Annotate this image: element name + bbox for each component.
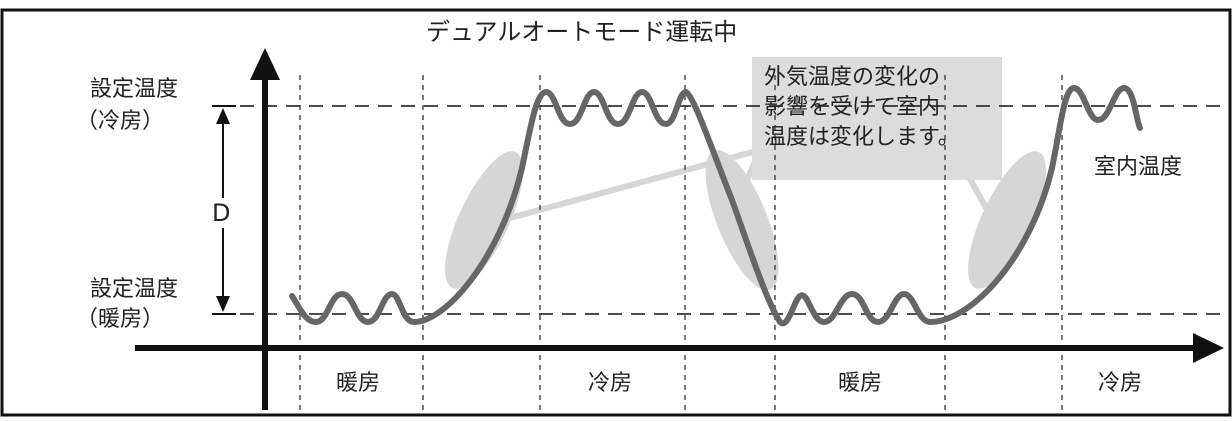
callout-text-line3: 温度は変化します。: [764, 125, 960, 150]
diagram-title: デュアルオートモード運転中: [426, 18, 738, 46]
callout-box: [752, 57, 1002, 180]
d-arrow-top: [216, 108, 230, 124]
band-label-d: D: [212, 199, 231, 227]
highlight-ellipse-rise-1: [445, 151, 523, 289]
callout-text-line1: 外気温度の変化の: [764, 65, 941, 90]
mode-label-cooling-2: 冷房: [1098, 371, 1143, 396]
d-label-bg: [206, 198, 240, 228]
upper-setpoint-label-line2: （冷房）: [76, 109, 165, 134]
outer-border: [0, 8, 1232, 417]
indoor-temp-curve: [289, 85, 1143, 327]
x-axis-arrow: [1193, 333, 1224, 363]
mode-label-heating-1: 暖房: [336, 371, 381, 396]
lower-setpoint-label-line1: 設定温度: [90, 277, 179, 302]
indoor-temp-label: 室内温度: [1094, 155, 1183, 180]
mode-label-heating-2: 暖房: [838, 371, 883, 396]
mode-label-cooling-1: 冷房: [588, 371, 633, 396]
d-arrow-bottom: [216, 296, 230, 312]
y-axis-arrow: [250, 48, 280, 80]
highlight-ellipse-rise-2: [968, 151, 1046, 289]
upper-setpoint-label-line1: 設定温度: [90, 77, 179, 102]
lower-setpoint-label-line2: （暖房）: [76, 307, 165, 332]
callout-text-line2: 影響を受けて室内: [764, 95, 941, 120]
